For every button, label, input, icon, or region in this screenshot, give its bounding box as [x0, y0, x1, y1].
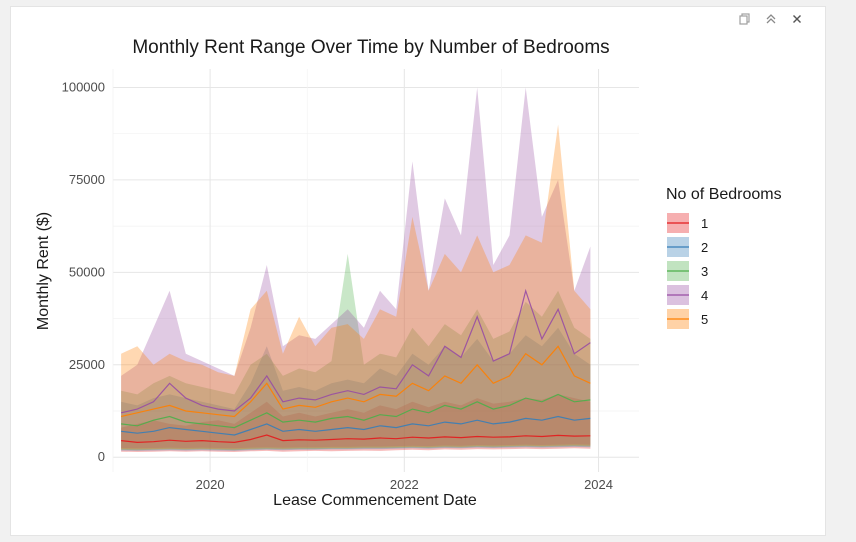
- grid: [112, 69, 639, 472]
- series-1-range-area: [121, 394, 591, 452]
- legend-label-2: 2: [701, 240, 708, 255]
- copy-icon[interactable]: [739, 13, 751, 25]
- legend-label-3: 3: [701, 264, 708, 279]
- x-tick-label: 2024: [584, 477, 613, 492]
- chart-svg: Monthly Rent Range Over Time by Number o…: [35, 37, 782, 509]
- series-5-range-area: [121, 124, 591, 450]
- x-tick-label: 2020: [196, 477, 225, 492]
- series-4-range-area: [121, 87, 591, 449]
- window-toolbar: [739, 13, 803, 25]
- x-axis-label: Lease Commencement Date: [273, 492, 477, 509]
- legend: No of Bedrooms 1 2 3 4 5: [666, 186, 782, 329]
- y-tick-label: 75000: [69, 172, 105, 187]
- series-2-range-area: [121, 327, 591, 451]
- y-tick-label: 50000: [69, 264, 105, 279]
- series-3-range-area: [121, 253, 591, 451]
- y-tick-label: 0: [98, 449, 105, 464]
- series-lines: [120, 288, 591, 444]
- x-tick-label: 2022: [390, 477, 419, 492]
- close-icon[interactable]: [791, 13, 803, 25]
- chart-title: Monthly Rent Range Over Time by Number o…: [132, 37, 609, 58]
- series-areas: [121, 87, 591, 452]
- series-2-median-line: [121, 415, 591, 436]
- legend-label-5: 5: [701, 312, 708, 327]
- legend-title: No of Bedrooms: [666, 186, 782, 203]
- series-4-median-line: [120, 288, 591, 414]
- x-axis: 2020 2022 2024: [196, 477, 613, 492]
- y-tick-label: 25000: [69, 357, 105, 372]
- series-3-median-line: [121, 393, 591, 429]
- legend-label-1: 1: [701, 216, 708, 231]
- y-tick-label: 100000: [62, 79, 105, 94]
- collapse-icon[interactable]: [765, 13, 777, 25]
- y-axis-label: Monthly Rent ($): [35, 212, 52, 330]
- series-5-median-line: [120, 345, 591, 418]
- legend-label-4: 4: [701, 288, 708, 303]
- y-axis: 0 25000 50000 75000 100000: [62, 79, 105, 464]
- series-1-median-line: [121, 434, 591, 444]
- chart-panel: Monthly Rent Range Over Time by Number o…: [10, 6, 826, 536]
